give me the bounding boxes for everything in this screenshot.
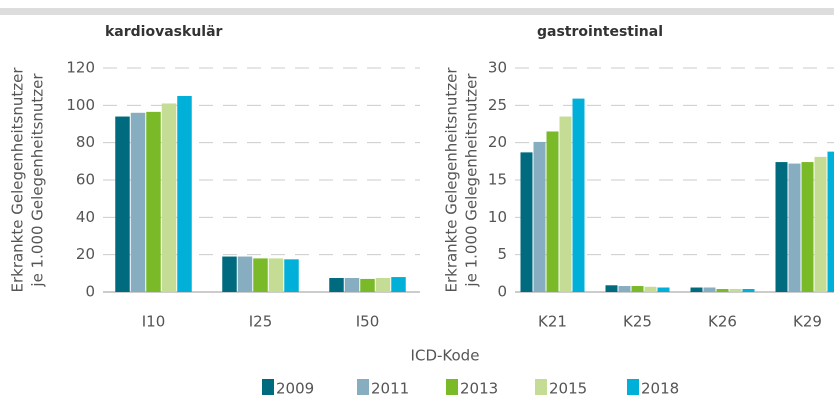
x-axis-label: ICD-Kode — [411, 347, 480, 365]
x-tick-label: K29 — [793, 313, 822, 331]
bar — [605, 285, 618, 292]
bar — [329, 278, 344, 292]
legend-label: 2011 — [371, 380, 409, 398]
y-axis-label: Erkrankte Gelegenheitsnutzer — [9, 67, 27, 293]
y-tick-label: 20 — [488, 133, 507, 151]
x-tick-label: K21 — [538, 313, 567, 331]
top-bar — [0, 8, 834, 15]
chart-title: gastrointestinal — [537, 24, 663, 40]
y-tick-label: 20 — [76, 245, 95, 263]
bar — [814, 156, 827, 292]
bar — [631, 286, 644, 292]
chart-title: kardiovaskulär — [105, 24, 223, 40]
bar — [801, 162, 814, 292]
bar — [344, 278, 360, 292]
legend-label: 2015 — [549, 380, 587, 398]
legend-label: 2018 — [641, 380, 679, 398]
y-tick-label: 25 — [488, 96, 507, 114]
bar — [716, 289, 729, 292]
bar — [391, 277, 406, 292]
y-axis-label: Erkrankte Gelegenheitsnutzer — [443, 67, 461, 293]
y-tick-label: 0 — [85, 283, 95, 301]
bar — [703, 287, 716, 292]
bar — [237, 256, 253, 292]
bar — [130, 112, 146, 292]
legend-swatch — [446, 379, 458, 395]
x-tick-label: I25 — [249, 313, 273, 331]
x-tick-label: K26 — [708, 313, 737, 331]
bar — [222, 256, 237, 292]
x-tick-label: I10 — [142, 313, 166, 331]
bar — [827, 151, 834, 292]
legend-swatch — [357, 379, 369, 395]
bar — [268, 258, 284, 292]
y-tick-label: 10 — [488, 208, 507, 226]
legend-label: 2009 — [276, 380, 314, 398]
bar — [146, 111, 161, 292]
y-tick-label: 0 — [497, 283, 507, 301]
bar — [161, 103, 177, 292]
legend-label: 2013 — [460, 380, 498, 398]
bar — [644, 286, 657, 292]
bar — [520, 152, 533, 292]
x-tick-label: I50 — [356, 313, 380, 331]
bar — [657, 287, 670, 292]
y-tick-label: 5 — [497, 245, 507, 263]
bar — [618, 286, 631, 292]
bar — [742, 289, 755, 292]
bar — [533, 141, 546, 292]
y-tick-label: 100 — [66, 96, 95, 114]
y-tick-label: 80 — [76, 133, 95, 151]
bar — [559, 116, 572, 293]
bar — [788, 163, 801, 292]
bar — [546, 131, 559, 292]
legend-swatch — [627, 379, 639, 395]
bar — [375, 278, 391, 292]
legend-swatch — [262, 379, 274, 395]
y-tick-label: 40 — [76, 208, 95, 226]
bar — [775, 162, 788, 292]
bar — [177, 96, 192, 292]
y-axis-label: je 1.000 Gelegenheitsnutzer — [29, 73, 47, 288]
bar — [729, 289, 742, 292]
legend-swatch — [535, 379, 547, 395]
bar — [115, 116, 130, 293]
bar — [284, 259, 299, 292]
y-tick-label: 120 — [66, 59, 95, 77]
y-tick-label: 60 — [76, 171, 95, 189]
bar — [572, 98, 585, 292]
bar — [253, 258, 268, 292]
x-tick-label: K25 — [623, 313, 652, 331]
bar — [690, 287, 703, 292]
y-tick-label: 30 — [488, 59, 507, 77]
bar — [360, 278, 375, 292]
y-axis-label: je 1.000 Gelegenheitsnutzer — [463, 73, 481, 288]
y-tick-label: 15 — [488, 171, 507, 189]
